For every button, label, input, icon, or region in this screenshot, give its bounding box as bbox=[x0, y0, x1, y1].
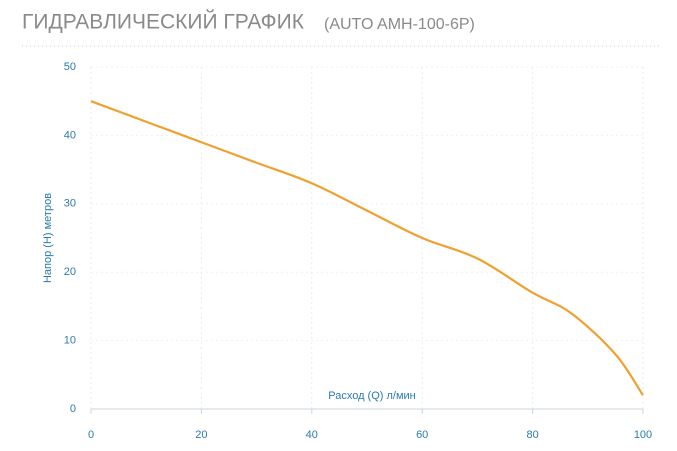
x-tick-label: 60 bbox=[416, 429, 428, 441]
y-tick-label: 10 bbox=[64, 335, 76, 347]
y-tick-label: 50 bbox=[64, 61, 76, 73]
y-tick-label: 0 bbox=[70, 403, 76, 415]
x-tick-label: 100 bbox=[634, 429, 652, 441]
x-tick-label: 40 bbox=[306, 429, 318, 441]
x-tick-label: 0 bbox=[88, 429, 94, 441]
chart-title: ГИДРАВЛИЧЕСКИЙ ГРАФИК bbox=[22, 10, 305, 34]
y-axis-label: Напор (H) метров bbox=[42, 193, 54, 283]
y-tick-label: 20 bbox=[64, 266, 76, 278]
y-tick-label: 40 bbox=[64, 129, 76, 141]
x-tick-label: 80 bbox=[526, 429, 538, 441]
x-tick-label: 20 bbox=[195, 429, 207, 441]
x-axis-label: Расход (Q) л/мин bbox=[328, 390, 416, 402]
y-tick-label: 30 bbox=[64, 198, 76, 210]
line-series bbox=[90, 100, 644, 396]
chart-subtitle: (AUTO AMH-100-6P) bbox=[324, 16, 475, 33]
